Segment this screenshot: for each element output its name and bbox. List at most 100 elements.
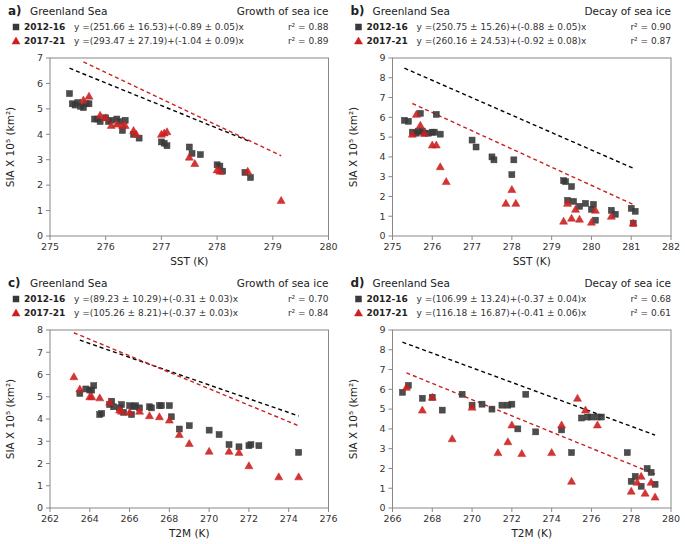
fit-r2: r² = 0.88: [288, 22, 329, 32]
y-tick-label: 0: [37, 502, 43, 513]
scatter-point: [121, 121, 129, 128]
scatter-point: [91, 383, 97, 389]
x-tick-label: 278: [503, 241, 521, 252]
legend-entry: 2012-16y =(251.66 ± 16.53)+(-0.89 ± 0.05…: [13, 22, 329, 32]
y-tick: [46, 463, 50, 464]
scatter-point: [630, 220, 636, 226]
title: Greenland Sea: [373, 277, 450, 289]
scatter-point: [591, 206, 599, 213]
scatter-point: [598, 414, 604, 420]
scatter-point: [632, 208, 638, 214]
scatter-point: [473, 144, 479, 150]
x-tick-label: 272: [503, 513, 521, 524]
x-tick-label: 268: [160, 513, 178, 524]
scatter-point: [437, 131, 443, 137]
y-tick: [389, 117, 393, 118]
x-tick: [671, 236, 672, 240]
legend-entry: 2012-16y =(89.23 ± 10.29)+(-0.31 ± 0.03)…: [13, 294, 329, 304]
legend-marker: [356, 24, 362, 30]
y-tick-label: 9: [379, 324, 385, 335]
y-tick-label: 1: [379, 211, 385, 222]
scatter-point: [88, 393, 96, 400]
scatter-point: [145, 412, 153, 419]
plot-area: [70, 333, 303, 480]
scatter-point: [164, 143, 170, 149]
y-tick: [46, 441, 50, 442]
scatter-point: [186, 144, 192, 150]
legend-entry: 2017-21y =(260.16 ± 24.53)+(-0.92 ± 0.08…: [355, 36, 672, 46]
y-tick: [46, 108, 50, 109]
scatter-point: [439, 407, 445, 413]
scatter-point: [508, 186, 516, 193]
legend-entry: 2012-16y =(106.99 ± 13.24)+(-0.37 ± 0.04…: [356, 294, 672, 304]
scatter-point: [186, 423, 192, 429]
subtitle: Decay of sea ice: [584, 277, 671, 289]
plot-frame: [50, 58, 329, 236]
scatter-point: [571, 198, 577, 204]
legend-marker: [13, 24, 19, 30]
y-tick: [389, 409, 393, 410]
panel: c)Greenland SeaGrowth of sea ice2012-16y…: [4, 276, 338, 539]
scatter-point: [419, 395, 425, 401]
scatter-point: [402, 383, 410, 390]
fit-r2: r² = 0.89: [288, 36, 329, 46]
x-tick-label: 270: [200, 513, 218, 524]
x-tick: [392, 236, 393, 240]
scatter-point: [225, 447, 233, 454]
y-tick-label: 2: [379, 191, 385, 202]
fit-r2: r² = 0.87: [630, 36, 671, 46]
fit-line: [80, 340, 299, 416]
y-tick-label: 3: [37, 436, 43, 447]
x-tick: [328, 508, 329, 512]
scatter-point: [432, 141, 440, 148]
y-tick-label: 9: [379, 52, 385, 63]
legend-label: 2017-21: [367, 308, 408, 318]
y-tick: [46, 419, 50, 420]
y-tick: [46, 134, 50, 135]
scatter-point: [491, 157, 497, 163]
chart-container: a)Greenland SeaGrowth of sea ice2012-16y…: [0, 0, 685, 544]
axes: 262264266268270272274276012345678: [37, 324, 338, 524]
scatter-point: [509, 401, 515, 407]
scatter-point: [185, 439, 193, 446]
scatter-point: [85, 92, 93, 99]
legend-entry: 2012-16y =(250.75 ± 15.26)+(-0.88 ± 0.05…: [356, 22, 672, 32]
x-tick-label: 280: [582, 241, 600, 252]
plot-frame: [393, 330, 672, 508]
x-tick-label: 262: [41, 513, 59, 524]
x-tick: [551, 508, 552, 512]
legend-label: 2017-21: [367, 36, 408, 46]
y-axis-label: SIA X 10⁵ (km²): [4, 379, 16, 459]
y-tick: [46, 396, 50, 397]
fit-line: [402, 342, 655, 435]
scatter-point: [165, 416, 173, 423]
x-tick-label: 266: [383, 513, 401, 524]
scatter-point: [76, 385, 84, 392]
scatter-point: [126, 408, 134, 415]
panel: b)Greenland SeaDecay of sea ice2012-16y …: [347, 4, 681, 267]
x-tick: [217, 236, 218, 240]
scatter-point: [175, 431, 183, 438]
y-tick-label: 0: [379, 502, 385, 513]
x-tick-label: 276: [423, 241, 441, 252]
x-tick-label: 274: [543, 513, 561, 524]
y-tick-label: 8: [37, 324, 43, 335]
x-axis-label: T2M (K): [168, 527, 210, 539]
scatter-point: [648, 469, 654, 475]
y-tick: [389, 389, 393, 390]
plot-area: [401, 68, 638, 226]
fit-equation: y =(293.47 ± 27.19)+(-1.04 ± 0.09)x: [74, 36, 244, 46]
scatter-series: [70, 373, 303, 480]
scatter-series: [66, 91, 253, 181]
x-tick-label: 278: [208, 241, 226, 252]
y-tick-label: 7: [379, 92, 385, 103]
x-tick: [50, 508, 51, 512]
scatter-point: [624, 450, 630, 456]
x-axis-label: T2M (K): [510, 527, 552, 539]
x-tick-label: 280: [662, 513, 680, 524]
scatter-point: [459, 391, 465, 397]
y-tick-label: 5: [37, 391, 43, 402]
scatter-point: [235, 448, 243, 455]
scatter-point: [523, 391, 529, 397]
scatter-point: [627, 487, 635, 494]
